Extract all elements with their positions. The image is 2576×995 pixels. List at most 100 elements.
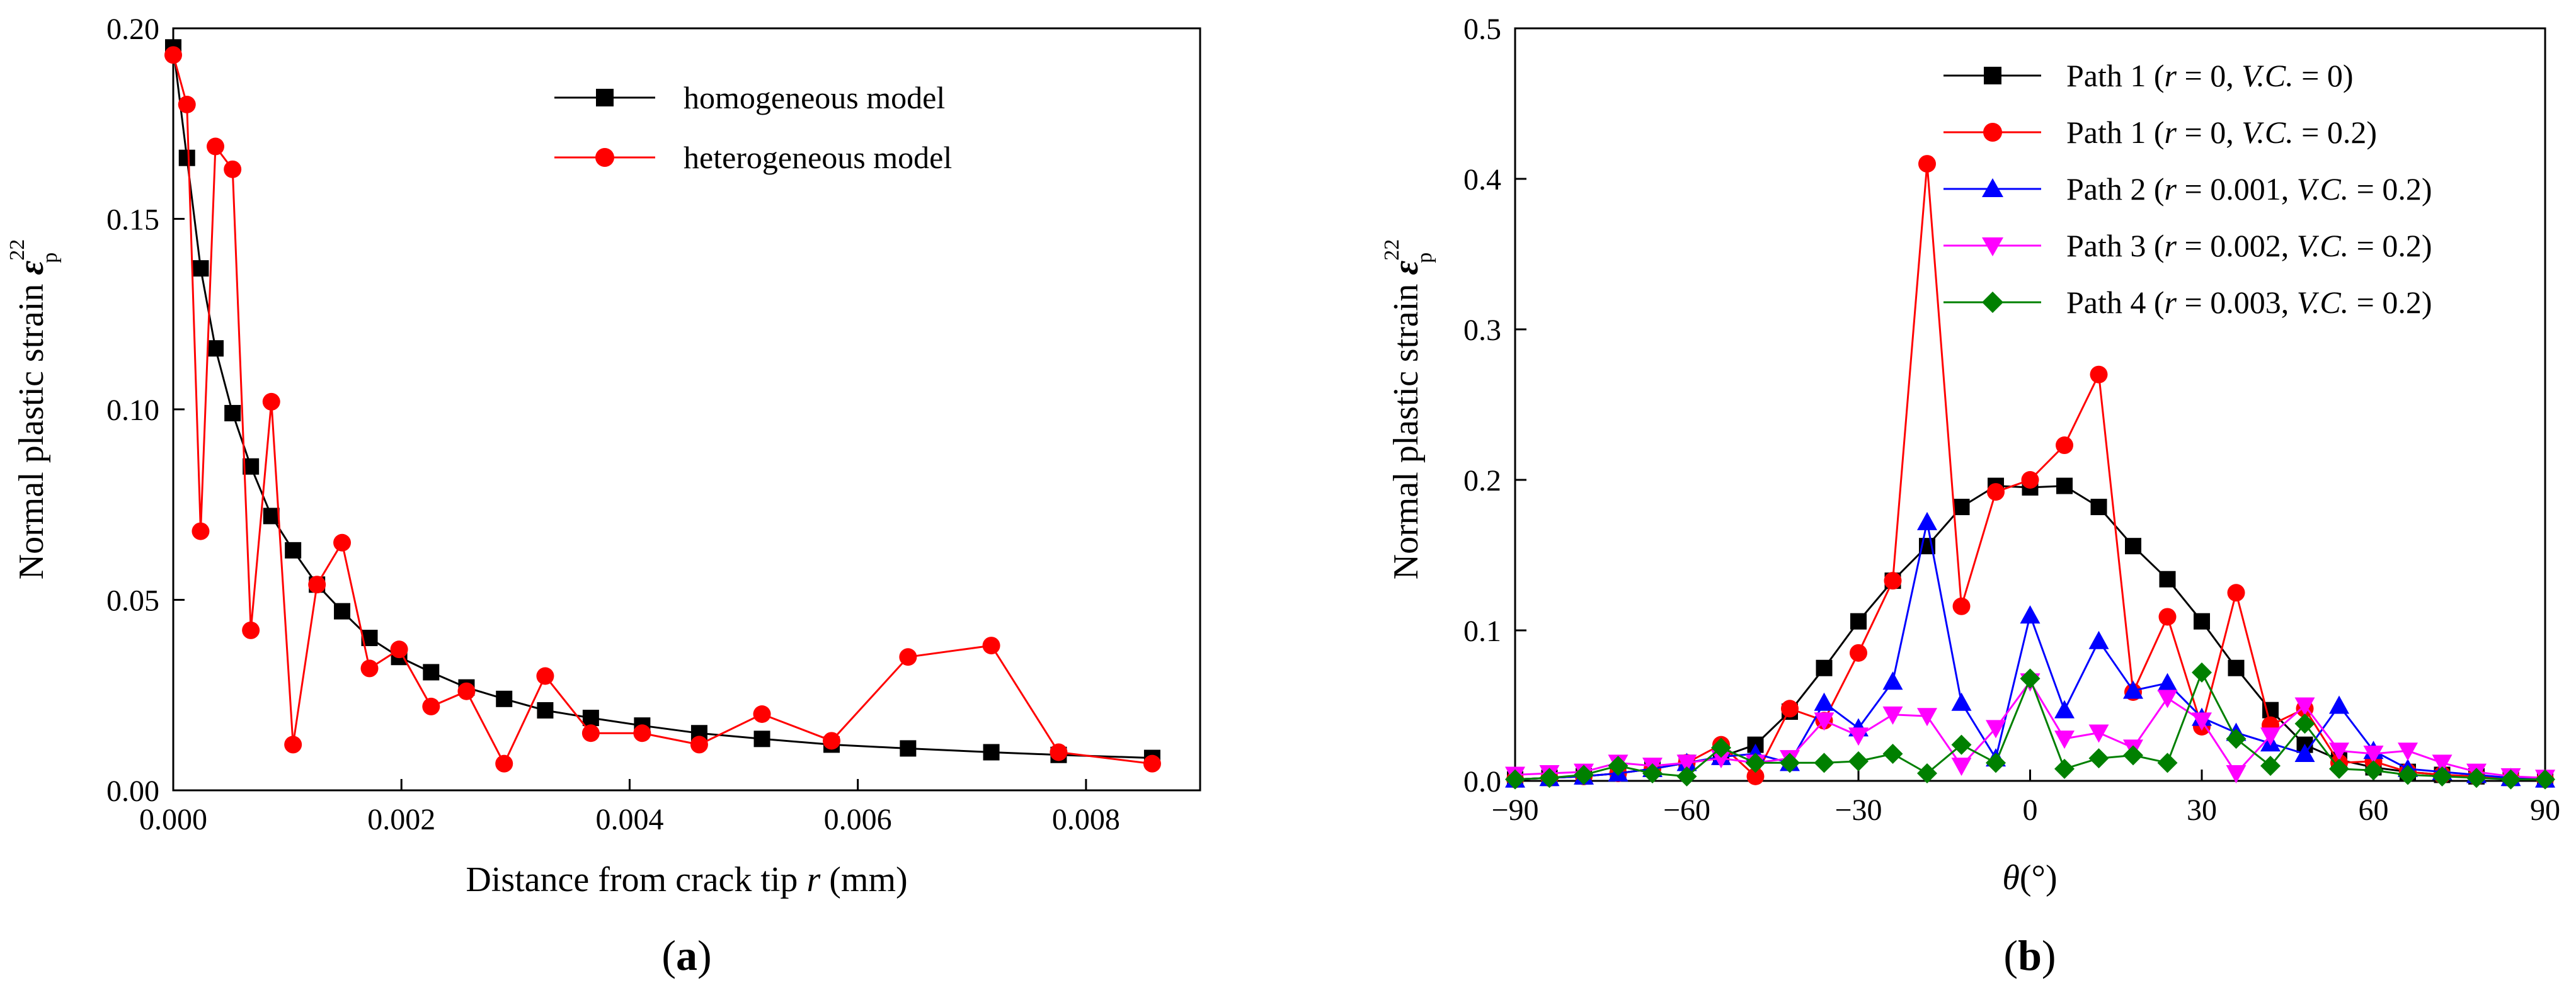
b-data-point [1814, 692, 1835, 711]
a-data-point [457, 682, 476, 700]
b-data-point [1505, 769, 1525, 790]
a-data-point [633, 724, 651, 742]
a-x-tick-label: 0.004 [595, 803, 663, 836]
a-series-1 [164, 46, 1161, 773]
b-data-point [2294, 714, 2315, 734]
b-data-point [1711, 750, 1731, 769]
b-data-point [2054, 731, 2075, 749]
a-data-point [496, 690, 513, 707]
a-y-tick-label: 0.20 [106, 13, 159, 46]
a-y-tick-label: 0.15 [106, 203, 159, 237]
b-data-point [2227, 584, 2245, 602]
b-data-point [2226, 729, 2247, 749]
x-axis-title-a: Distance from crack tip r (mm) [466, 860, 907, 899]
b-data-point [2088, 630, 2109, 649]
b-data-point [1987, 483, 2005, 501]
b-data-point [2260, 756, 2281, 776]
a-data-point [1050, 743, 1068, 761]
legend-item-path3: Path 3 (r = 0.002, V.C. = 0.2) [1943, 228, 2432, 263]
b-data-point [2226, 765, 2247, 784]
a-data-point [164, 46, 182, 64]
b-x-tick-label: −60 [1663, 793, 1710, 827]
legend-label-path4: Path 4 (r = 0.003, V.C. = 0.2) [2066, 285, 2432, 320]
b-series-0 [1507, 477, 2553, 788]
a-data-point [192, 260, 209, 277]
b-data-point [2090, 499, 2107, 516]
b-data-point [2159, 571, 2176, 588]
b-data-point [1574, 765, 1594, 785]
b-data-point [2123, 745, 2143, 766]
legend-item-homogeneous: homogeneous model [554, 80, 945, 115]
b-data-point [2054, 758, 2075, 779]
a-data-point [900, 740, 917, 757]
b-data-point [2329, 758, 2349, 779]
b-x-tick-label: 0 [2023, 793, 2038, 827]
a-y-tick-label: 0.10 [106, 394, 159, 427]
a-series-0 [165, 39, 1160, 766]
b-data-point [2432, 754, 2453, 773]
b-data-point [2294, 743, 2315, 762]
b-series-2 [1505, 511, 2555, 788]
b-series-line [1514, 521, 2546, 781]
legend-a: homogeneous model heterogeneous model [554, 80, 952, 175]
b-y-tick-label: 0.2 [1463, 464, 1501, 498]
b-data-point [1676, 766, 1697, 787]
b-data-point [2398, 765, 2418, 785]
legend-label-heterogeneous: heterogeneous model [684, 140, 952, 175]
b-data-point [1917, 511, 1937, 530]
y-axis-title-a: Normal plastic strain ε22 p [6, 239, 62, 580]
b-data-point [1850, 644, 1867, 662]
b-y-tick-label: 0.0 [1463, 765, 1501, 799]
a-data-point [242, 621, 260, 639]
a-data-point [224, 405, 241, 422]
a-data-point [823, 732, 841, 750]
b-data-point [1848, 751, 1869, 771]
b-data-point [2260, 727, 2281, 746]
b-data-point [1676, 754, 1697, 773]
b-data-point [2500, 769, 2521, 790]
b-series-line [1514, 679, 2546, 779]
a-data-point [263, 508, 280, 525]
a-data-point [390, 640, 408, 659]
legend-item-path2: Path 2 (r = 0.001, V.C. = 0.2) [1943, 171, 2432, 207]
legend-b: Path 1 (r = 0, V.C. = 0) Path 1 (r = 0, … [1943, 58, 2432, 320]
b-data-point [2363, 760, 2384, 781]
b-data-point [2192, 712, 2212, 731]
a-x-tick-label: 0.002 [367, 803, 435, 836]
b-data-point [2125, 538, 2141, 555]
a-data-point [224, 160, 242, 178]
legend-label-homogeneous: homogeneous model [684, 80, 945, 115]
b-data-point [2020, 605, 2041, 624]
legend-item-path1-vc0: Path 1 (r = 0, V.C. = 0) [1943, 58, 2354, 93]
a-data-point [207, 137, 225, 156]
b-data-point [2294, 697, 2315, 716]
plot-b-frame [1514, 27, 2546, 782]
b-data-point [2157, 753, 2178, 773]
a-data-point [537, 702, 554, 719]
b-data-point [1781, 700, 1799, 718]
b-data-point [2228, 659, 2245, 676]
b-data-point [2158, 608, 2177, 626]
a-x-tick-label: 0.008 [1052, 803, 1120, 836]
a-y-tick-label: 0.00 [106, 775, 159, 808]
b-data-point [2432, 766, 2453, 787]
b-data-point [2090, 365, 2108, 384]
b-y-tick-label: 0.4 [1463, 163, 1501, 196]
a-x-tick-label: 0.000 [139, 803, 207, 836]
b-data-point [1952, 597, 1971, 615]
b-data-point [2157, 690, 2178, 708]
b-data-point [1917, 708, 1937, 727]
a-data-point [983, 744, 1000, 761]
b-series-4 [1505, 662, 2555, 790]
b-data-point [1816, 659, 1833, 676]
b-data-point [1953, 499, 1970, 516]
b-data-point [2192, 662, 2212, 683]
a-data-point [423, 664, 440, 681]
b-data-point [1539, 768, 1560, 788]
a-data-point [899, 648, 917, 666]
a-data-point [753, 705, 771, 723]
panel-label-b: (b) [2003, 931, 2056, 979]
b-data-point [1951, 758, 1972, 776]
b-data-point [1882, 706, 1903, 725]
